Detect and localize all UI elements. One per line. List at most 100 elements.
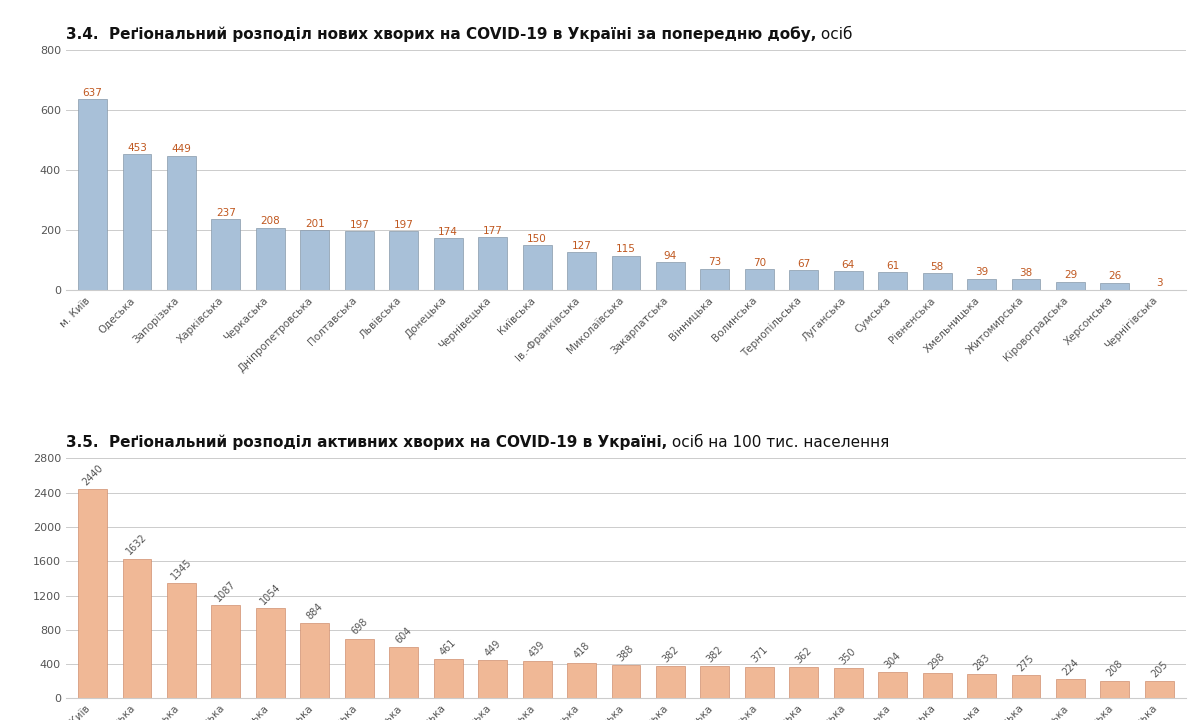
Text: осіб на 100 тис. населення: осіб на 100 тис. населення [667, 435, 889, 450]
Bar [78, 99, 107, 290]
Bar [301, 230, 329, 290]
Text: 698: 698 [350, 617, 369, 637]
Bar [434, 659, 462, 698]
Bar [701, 666, 730, 698]
Bar [1011, 675, 1040, 698]
Bar [922, 273, 951, 290]
Bar [1011, 279, 1040, 290]
Text: 58: 58 [931, 261, 944, 271]
Bar [834, 668, 863, 698]
Text: 150: 150 [527, 234, 547, 244]
Bar [478, 660, 507, 698]
Text: 67: 67 [797, 258, 810, 269]
Bar [122, 559, 151, 698]
Text: 29: 29 [1064, 270, 1077, 280]
Bar [522, 246, 551, 290]
Text: 371: 371 [749, 644, 769, 665]
Bar [567, 252, 595, 290]
Bar [834, 271, 863, 290]
Text: 382: 382 [704, 644, 725, 664]
Bar [878, 272, 907, 290]
Bar [345, 639, 374, 698]
Bar [745, 667, 774, 698]
Bar [256, 608, 285, 698]
Bar [967, 279, 996, 290]
Bar [657, 262, 685, 290]
Bar [1055, 282, 1085, 290]
Text: 61: 61 [887, 261, 900, 271]
Text: 350: 350 [839, 647, 858, 667]
Text: 1087: 1087 [213, 579, 238, 603]
Text: 208: 208 [260, 217, 280, 227]
Text: 70: 70 [752, 258, 766, 268]
Bar [1101, 680, 1130, 698]
Text: 304: 304 [883, 651, 902, 670]
Bar [434, 238, 462, 290]
Text: 197: 197 [394, 220, 413, 230]
Text: 388: 388 [616, 644, 636, 663]
Text: 283: 283 [972, 652, 992, 672]
Bar [789, 270, 818, 290]
Text: 174: 174 [438, 227, 458, 237]
Text: 205: 205 [1149, 659, 1169, 679]
Text: 94: 94 [664, 251, 677, 261]
Text: 1054: 1054 [258, 582, 283, 606]
Bar [522, 661, 551, 698]
Text: 275: 275 [1016, 653, 1036, 673]
Bar [657, 666, 685, 698]
Text: 461: 461 [438, 637, 458, 657]
Text: 177: 177 [483, 226, 502, 235]
Text: 127: 127 [571, 240, 592, 251]
Text: 439: 439 [527, 639, 547, 659]
Text: 3: 3 [1156, 278, 1163, 288]
Text: 73: 73 [708, 257, 721, 267]
Bar [967, 674, 996, 698]
Text: 3.4.  Реґіональний розподіл нових хворих на COVID-19 в Україні за попередню добу: 3.4. Реґіональний розподіл нових хворих … [66, 26, 816, 42]
Bar [345, 231, 374, 290]
Text: 224: 224 [1060, 657, 1081, 678]
Text: 237: 237 [216, 208, 236, 217]
Text: 2440: 2440 [80, 463, 104, 487]
Text: 38: 38 [1019, 268, 1033, 277]
Text: 115: 115 [616, 244, 636, 254]
Text: 197: 197 [350, 220, 369, 230]
Bar [122, 155, 151, 290]
Text: осіб: осіб [816, 27, 853, 42]
Bar [167, 156, 196, 290]
Bar [167, 583, 196, 698]
Bar [1145, 289, 1174, 290]
Bar [789, 667, 818, 698]
Bar [78, 490, 107, 698]
Text: 201: 201 [305, 219, 325, 228]
Text: 3.5.  Реґіональний розподіл активних хворих на COVID-19 в Україні,: 3.5. Реґіональний розподіл активних хвор… [66, 434, 667, 450]
Bar [878, 672, 907, 698]
Text: 208: 208 [1105, 659, 1125, 679]
Bar [745, 269, 774, 290]
Text: 1345: 1345 [169, 557, 194, 581]
Bar [567, 662, 595, 698]
Text: 453: 453 [127, 143, 147, 153]
Bar [922, 673, 951, 698]
Bar [701, 269, 730, 290]
Text: 604: 604 [394, 625, 413, 645]
Text: 418: 418 [571, 641, 592, 661]
Bar [389, 231, 418, 290]
Text: 382: 382 [660, 644, 680, 664]
Text: 64: 64 [841, 260, 855, 270]
Text: 449: 449 [171, 144, 192, 154]
Bar [611, 665, 641, 698]
Text: 26: 26 [1108, 271, 1121, 281]
Text: 449: 449 [483, 638, 503, 658]
Bar [478, 238, 507, 290]
Bar [611, 256, 641, 290]
Bar [212, 220, 241, 290]
Bar [1101, 282, 1130, 290]
Bar [256, 228, 285, 290]
Bar [212, 606, 241, 698]
Bar [1145, 681, 1174, 698]
Text: 298: 298 [927, 651, 948, 671]
Bar [389, 647, 418, 698]
Bar [1055, 679, 1085, 698]
Bar [301, 623, 329, 698]
Text: 637: 637 [83, 88, 103, 98]
